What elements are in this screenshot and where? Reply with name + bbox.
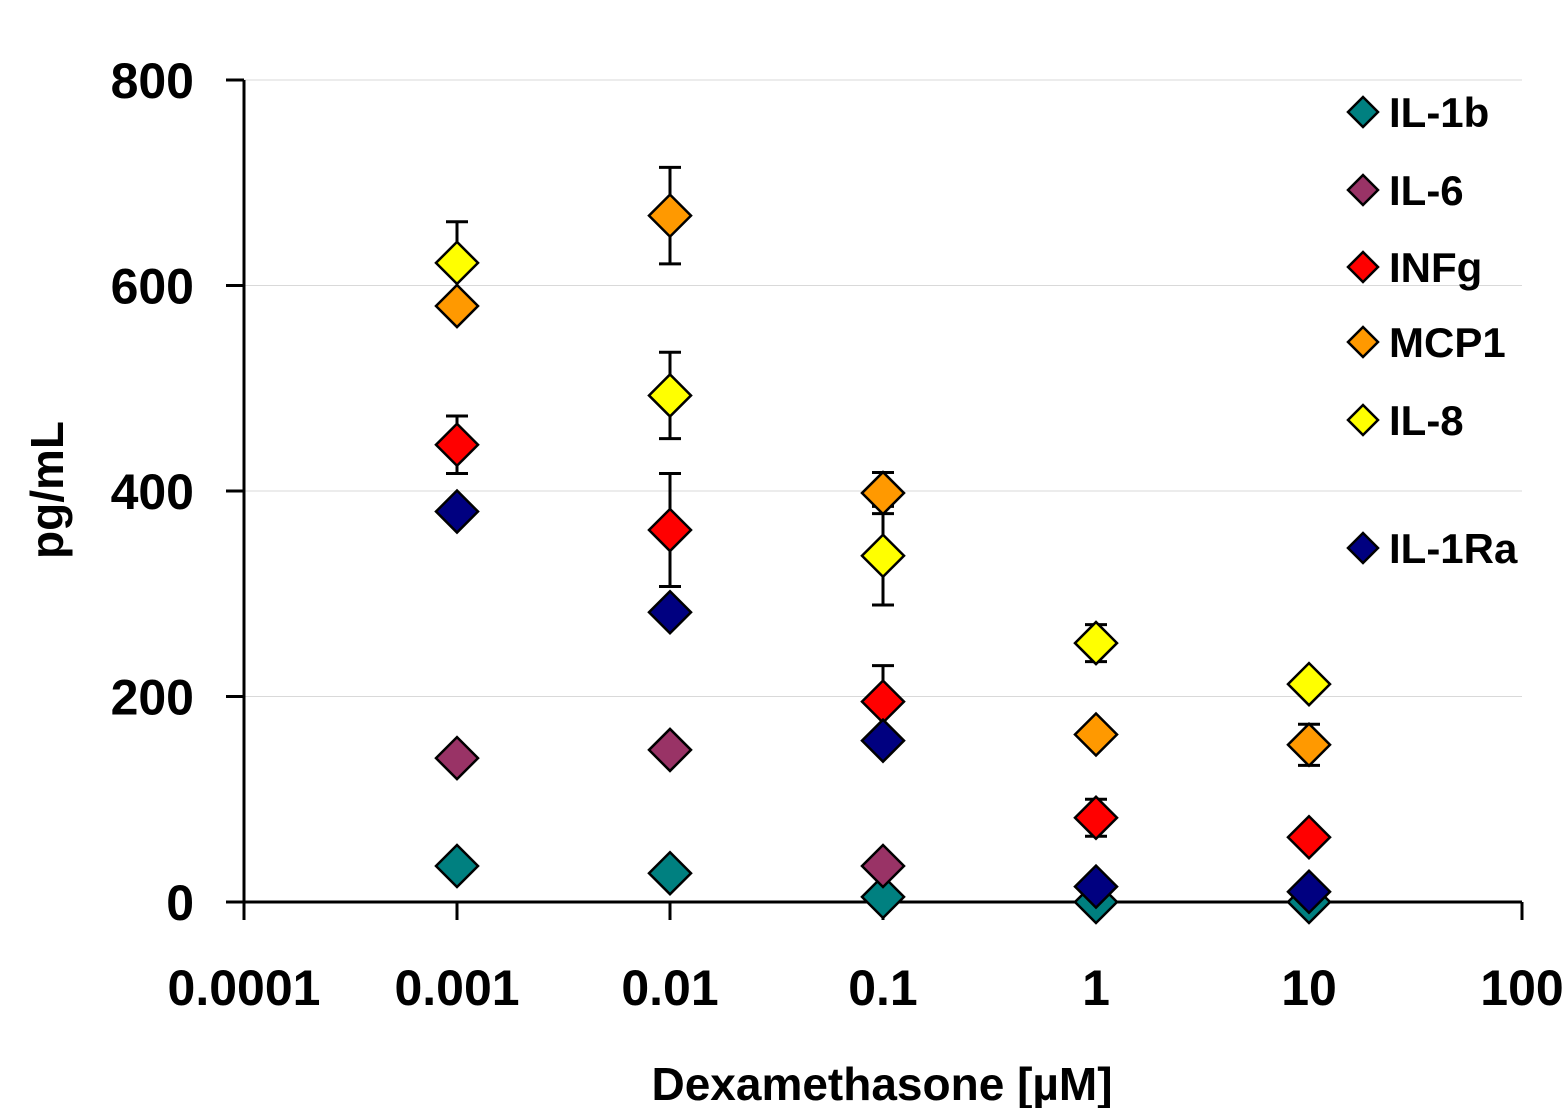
y-tick-label: 0 — [166, 875, 194, 931]
legend-marker — [1346, 325, 1380, 359]
data-point-mcp1 — [860, 470, 906, 516]
legend: IL-1b IL-6 INFg MCP1 IL-8 IL-1Ra — [1346, 89, 1518, 572]
y-axis-ticks: 0 200 400 600 800 — [111, 53, 244, 931]
x-axis-ticks: 0.0001 0.001 0.01 0.1 1 10 100 — [168, 902, 1563, 1016]
data-point-il-1b — [860, 874, 906, 920]
legend-label: IL-8 — [1389, 397, 1464, 444]
data-point-mcp1 — [647, 192, 693, 239]
y-tick-label: 400 — [111, 464, 194, 520]
legend-marker — [1346, 250, 1380, 284]
x-axis-title: Dexamethasone [µM] — [651, 1058, 1112, 1108]
data-point-il-1ra — [434, 488, 480, 535]
y-tick-label: 600 — [111, 259, 194, 315]
data-point-il-6 — [860, 843, 906, 889]
data-point-mcp1 — [434, 283, 480, 329]
legend-label: INFg — [1389, 244, 1482, 291]
y-axis-title: pg/mL — [21, 421, 73, 559]
x-tick-label: 10 — [1281, 960, 1337, 1016]
x-tick-label: 100 — [1480, 960, 1563, 1016]
x-tick-label: 0.01 — [621, 960, 718, 1016]
legend-label: IL-1Ra — [1389, 525, 1518, 572]
data-point-il-8 — [1286, 661, 1332, 707]
data-point-il-8 — [647, 372, 693, 419]
data-point-il-8 — [1073, 620, 1119, 666]
data-point-il-8 — [434, 240, 480, 286]
x-tick-label: 0.1 — [848, 960, 918, 1016]
data-point-infg — [434, 421, 480, 468]
legend-marker — [1346, 403, 1380, 437]
legend-marker — [1346, 173, 1380, 207]
data-point-infg — [1073, 794, 1119, 841]
data-points — [434, 192, 1332, 925]
data-point-il-1b — [647, 850, 693, 896]
data-point-il-1ra — [647, 589, 693, 636]
x-tick-label: 0.001 — [394, 960, 519, 1016]
data-point-il-6 — [647, 727, 693, 773]
y-tick-label: 800 — [111, 53, 194, 109]
legend-marker — [1346, 95, 1380, 129]
legend-marker — [1346, 531, 1380, 565]
data-point-il-1b — [434, 843, 480, 889]
data-point-il-1ra — [860, 717, 906, 764]
y-tick-label: 200 — [111, 670, 194, 726]
x-tick-label: 0.0001 — [168, 960, 321, 1016]
legend-label: IL-1b — [1389, 89, 1489, 136]
data-point-il-1ra — [1073, 863, 1119, 910]
data-point-infg — [1286, 814, 1332, 861]
data-point-il-6 — [434, 735, 480, 781]
data-point-mcp1 — [1073, 711, 1119, 758]
data-point-il-8 — [860, 532, 906, 579]
data-point-infg — [860, 678, 906, 725]
data-point-il-1ra — [1286, 868, 1332, 915]
data-point-mcp1 — [1286, 722, 1332, 768]
legend-label: IL-6 — [1389, 167, 1464, 214]
x-tick-label: 1 — [1082, 960, 1110, 1016]
legend-label: MCP1 — [1389, 319, 1506, 366]
data-point-infg — [647, 507, 693, 553]
